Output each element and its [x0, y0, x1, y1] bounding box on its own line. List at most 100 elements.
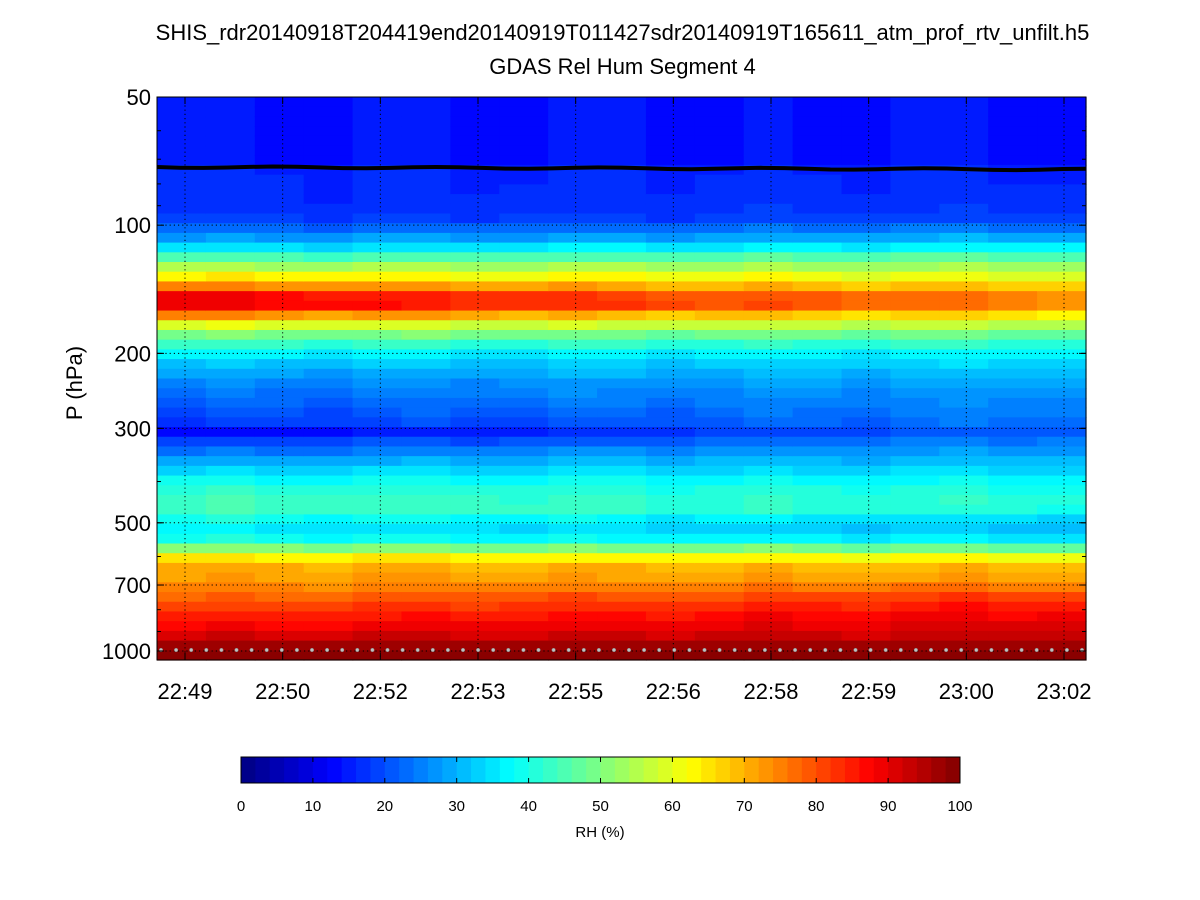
heatmap-cell — [988, 184, 1038, 195]
heatmap-cell — [254, 582, 305, 593]
colorbar-swatch — [528, 757, 544, 783]
heatmap-cell — [841, 407, 892, 418]
heatmap-cell — [401, 339, 451, 350]
heatmap-cell — [254, 97, 305, 108]
heatmap-cell — [694, 630, 745, 642]
heatmap-cell — [499, 446, 549, 457]
x-tick-label: 23:02 — [1036, 679, 1091, 704]
heatmap-cell — [157, 145, 207, 156]
heatmap-cell — [450, 378, 500, 389]
heatmap-cell — [597, 223, 647, 234]
heatmap-cell — [499, 417, 549, 428]
colorbar-swatch — [442, 757, 458, 783]
surface-marker — [808, 647, 813, 653]
heatmap-cell — [450, 388, 500, 399]
heatmap-cell — [841, 504, 892, 515]
heatmap-cell — [743, 106, 794, 118]
heatmap-cell — [890, 417, 940, 428]
heatmap-cell — [743, 592, 794, 603]
x-tick-label: 22:53 — [450, 679, 505, 704]
heatmap-cell — [157, 339, 207, 350]
heatmap-cell — [450, 436, 500, 448]
heatmap-cell — [254, 368, 305, 380]
heatmap-cell — [743, 504, 794, 515]
heatmap-cell — [352, 475, 403, 486]
heatmap-cell — [694, 281, 745, 292]
heatmap-cell — [792, 106, 843, 118]
heatmap-cell — [645, 203, 696, 215]
heatmap-cell — [939, 397, 989, 409]
y-tick-label: 500 — [114, 511, 151, 536]
heatmap-cell — [548, 203, 598, 215]
heatmap-cell — [499, 135, 549, 147]
heatmap-cell — [352, 397, 403, 409]
heatmap-cell — [157, 388, 207, 399]
heatmap-cell — [890, 213, 940, 224]
heatmap-cell — [401, 213, 451, 224]
heatmap-cell — [450, 184, 500, 195]
heatmap-cell — [939, 485, 989, 496]
heatmap-cell — [303, 97, 354, 108]
heatmap-cell — [939, 223, 989, 234]
heatmap-cell — [743, 339, 794, 350]
heatmap-cell — [548, 155, 598, 166]
heatmap-cell — [841, 562, 892, 574]
heatmap-cell — [450, 223, 500, 234]
heatmap-cell — [450, 640, 500, 651]
heatmap-cell — [401, 524, 451, 535]
heatmap-cell — [303, 359, 354, 370]
overlay-line-group — [156, 164, 1087, 653]
heatmap-cell — [548, 368, 598, 380]
colorbar-swatch — [571, 757, 587, 783]
heatmap-cell — [645, 582, 696, 593]
heatmap-cell — [694, 97, 745, 108]
heatmap-cell — [645, 630, 696, 642]
heatmap-cell — [157, 203, 207, 215]
heatmap-cell — [792, 504, 843, 515]
heatmap-cell — [205, 524, 256, 535]
heatmap-cell — [597, 203, 647, 215]
surface-marker — [400, 647, 405, 653]
heatmap-cell — [205, 174, 256, 185]
heatmap-cell — [205, 106, 256, 118]
heatmap-cell — [352, 417, 403, 428]
heatmap-cell — [401, 300, 451, 312]
heatmap-cell — [988, 155, 1038, 166]
heatmap-cell — [303, 630, 354, 642]
heatmap-cell — [694, 407, 745, 418]
heatmap-cell — [548, 407, 598, 418]
heatmap-cell — [157, 116, 207, 127]
heatmap-cell — [548, 349, 598, 360]
colorbar-swatch — [701, 757, 717, 783]
heatmap-cell — [303, 378, 354, 389]
heatmap-cell — [450, 601, 500, 613]
heatmap-cell — [645, 252, 696, 263]
heatmap-cell — [841, 106, 892, 118]
heatmap-cell — [988, 310, 1038, 321]
heatmap-cell — [401, 601, 451, 613]
heatmap-cell — [254, 562, 305, 574]
heatmap-cell — [792, 427, 843, 438]
heatmap-cell — [890, 232, 940, 244]
heatmap-cell — [645, 514, 696, 525]
heatmap-cell — [988, 242, 1038, 253]
heatmap-cell — [303, 339, 354, 350]
heatmap-cell — [450, 397, 500, 409]
heatmap-cell — [450, 592, 500, 603]
heatmap-cell — [303, 242, 354, 253]
overlay-line — [156, 164, 1087, 173]
heatmap-cell — [597, 397, 647, 409]
heatmap-cell — [157, 407, 207, 418]
heatmap-cell — [890, 621, 940, 632]
heatmap-cell — [1037, 155, 1087, 166]
heatmap-cell — [694, 116, 745, 127]
heatmap-cell — [743, 349, 794, 360]
heatmap-cell — [890, 456, 940, 467]
heatmap-cell — [694, 203, 745, 215]
heatmap-cell — [499, 543, 549, 554]
heatmap-cell — [645, 145, 696, 156]
heatmap-cell — [254, 397, 305, 409]
heatmap-cell — [743, 436, 794, 448]
colorbar-swatch — [485, 757, 501, 783]
heatmap-cell — [694, 494, 745, 506]
